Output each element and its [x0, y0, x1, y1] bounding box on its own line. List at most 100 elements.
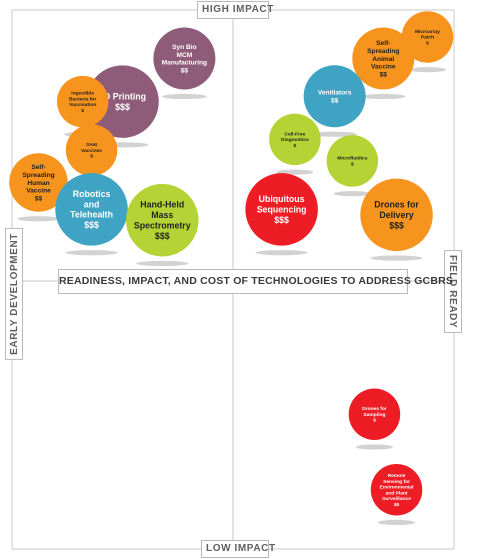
axis-label-low-impact: LOW IMPACT — [201, 540, 275, 558]
bubble-name-label: Microarray — [415, 29, 440, 35]
bubble-circle — [55, 173, 128, 246]
axis-label-early-development: EARLY DEVELOPMENT — [5, 228, 23, 360]
bubble-circle — [56, 75, 109, 128]
bubble-circle — [126, 183, 199, 257]
bubble-shadow — [360, 93, 406, 100]
bubble-name-label: Spreading — [22, 172, 54, 179]
bubble-name-label: Manufacturing — [162, 60, 207, 67]
bubble-name-label: Self- — [31, 164, 45, 171]
bubble-shadow — [355, 444, 393, 450]
bubble-circle — [269, 113, 321, 166]
bubble-name-label: Drones for — [374, 200, 419, 210]
bubble-cost-label: $$$ — [84, 220, 99, 230]
bubble-cost-label: $$$ — [389, 220, 404, 230]
axis-label-field-ready: FIELD READY — [444, 250, 462, 334]
bubble-shadow — [162, 93, 207, 100]
bubble-cost-label: $$ — [331, 97, 339, 104]
technology-bubble: 3D Printing$$$ — [86, 65, 159, 148]
bubble-name-label: 3D Printing — [99, 92, 146, 102]
bubble-cost-label: $ — [373, 418, 376, 424]
bubble-cost-label: $$ — [380, 71, 388, 78]
bubble-name-label: Telehealth — [70, 210, 113, 220]
bubble-shadow — [136, 260, 189, 267]
bubble-shadow — [65, 250, 118, 256]
bubble-name-label: Syn Bio — [172, 44, 197, 51]
bubble-name-label: Spreading — [367, 48, 399, 55]
bubble-name-label: Ingestible — [71, 91, 94, 97]
bubble-shadow — [312, 131, 357, 137]
chart-title: READINESS, IMPACT, AND COST OF TECHNOLOG… — [58, 269, 453, 294]
bubble-circle — [401, 11, 454, 63]
bubble-cost-label: $$ — [394, 502, 400, 508]
bubble-name-label: Environmental — [380, 485, 415, 491]
bubble-shadow — [370, 255, 423, 261]
bubble-cost-label: $ — [81, 108, 84, 114]
bubble-name-label: Cell-Free — [284, 131, 305, 137]
bubble-name-label: Patch — [421, 35, 434, 41]
bubble-name-label: Microfluidics — [337, 156, 367, 162]
bubble-name-label: Drones for — [362, 406, 387, 412]
bubble-name-label: Human — [27, 180, 49, 187]
bubble-name-label: Ventilators — [318, 90, 352, 97]
bubble-name-label: Sensing for — [383, 479, 410, 485]
bubble-name-label: Ubiquitous — [259, 194, 305, 204]
bubble-circle — [303, 65, 366, 128]
bubble-name-label: Mass — [151, 210, 173, 220]
bubble-circle — [352, 27, 415, 90]
bubble-name-label: Diagnostics — [281, 137, 309, 143]
bubble-circle — [326, 135, 379, 187]
bubble-name-label: Remote — [388, 473, 406, 479]
bubble-cost-label: $ — [90, 154, 93, 160]
technology-bubble: Microfluidics$ — [326, 135, 379, 197]
bubble-shadow — [255, 250, 308, 256]
bubble-name-label: and Plant — [386, 490, 408, 496]
bubble-cost-label: $ — [426, 40, 429, 46]
bubble-shadow — [17, 216, 60, 222]
bubble-name-label: Spectrometry — [134, 220, 191, 230]
bubble-circle — [65, 124, 118, 176]
technology-bubble: Ventilators$$ — [303, 65, 366, 137]
bubble-shadow — [378, 519, 416, 526]
bubble-shadow — [333, 191, 371, 197]
bubble-shadow — [408, 67, 447, 73]
bubble-cost-label: $$$ — [115, 102, 130, 112]
bubble-name-label: MCM — [177, 52, 193, 59]
bubble-name-label: Animal — [372, 56, 394, 63]
bubble-name-label: Vaccine — [371, 64, 396, 71]
bubble-circle — [153, 27, 216, 90]
bubble-circle — [9, 153, 68, 212]
bubble-cost-label: $$ — [35, 195, 43, 202]
bubble-circle — [360, 178, 433, 252]
axis-label-high-impact: HIGH IMPACT — [197, 1, 273, 19]
bubble-circle — [245, 173, 318, 246]
bubble-cost-label: $ — [294, 143, 297, 149]
bubble-name-label: Delivery — [379, 210, 413, 220]
bubble-name-label: Vaccination — [69, 102, 96, 108]
bubble-name-label: Vaccines — [81, 148, 102, 154]
bubble-name-label: Self- — [376, 40, 390, 47]
bubble-cost-label: $$$ — [274, 215, 289, 225]
bubble-name-label: Hand-Held — [140, 200, 184, 210]
bubble-name-label: SAM — [86, 142, 97, 148]
bubble-circle — [86, 65, 159, 138]
bubble-name-label: Surveillance — [382, 496, 411, 502]
bubble-name-label: Sampling — [363, 412, 385, 418]
bubble-name-label: and — [84, 199, 100, 209]
bubble-name-label: Sequencing — [257, 205, 307, 215]
bubble-circle — [348, 388, 401, 440]
bubble-name-label: Bacteria for — [69, 96, 96, 102]
bubble-cost-label: $$$ — [155, 231, 170, 241]
bubble-cost-label: $$ — [181, 68, 189, 75]
